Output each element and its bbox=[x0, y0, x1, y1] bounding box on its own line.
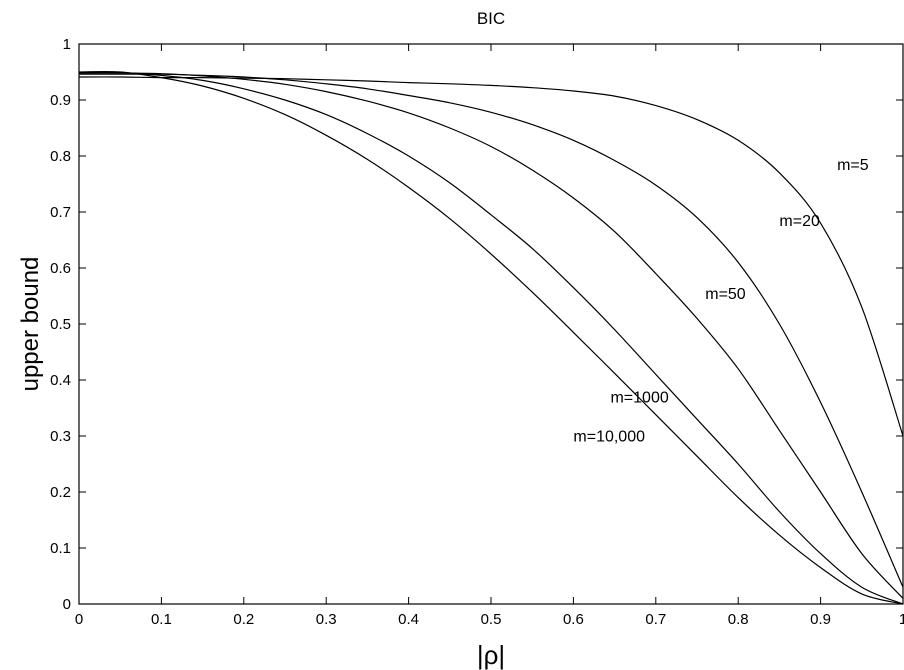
x-tick-label: 0.4 bbox=[398, 611, 419, 628]
y-tick-label: 0.9 bbox=[50, 92, 71, 109]
series-annotation: m=10,000 bbox=[573, 429, 645, 446]
series-annotation: m=20 bbox=[779, 213, 820, 230]
series-annotation: m=5 bbox=[837, 157, 869, 174]
y-axis-label: upper bound bbox=[17, 257, 44, 392]
chart-title: BIC bbox=[477, 9, 505, 28]
y-tick-label: 1 bbox=[63, 36, 71, 53]
series-line bbox=[78, 72, 904, 599]
x-tick-label: 0.1 bbox=[151, 611, 172, 628]
x-tick-label: 0 bbox=[75, 611, 83, 628]
x-tick-label: 0.8 bbox=[728, 611, 749, 628]
y-tick-label: 0.7 bbox=[50, 204, 71, 221]
x-tick-label: 0.7 bbox=[645, 611, 666, 628]
series-line bbox=[78, 76, 904, 437]
y-tick-label: 0.4 bbox=[50, 372, 71, 389]
x-axis-label: |ρ| bbox=[477, 640, 505, 670]
annotations-group: m=5 m=20 m=50 m=1000 m=10,000 bbox=[573, 157, 868, 446]
series-line bbox=[78, 71, 904, 605]
x-tick-label: 0.5 bbox=[481, 611, 502, 628]
x-tick-label: 1 bbox=[899, 611, 904, 628]
axes-frame bbox=[78, 43, 904, 605]
x-tick-label: 0.6 bbox=[563, 611, 584, 628]
ticks-group: 0 0.1 0.2 0.3 0.4 0.5 0.6 0.7 0.8 0.9 1 0 0.1 0.2 0.3 0… bbox=[50, 36, 904, 628]
x-tick-label: 0.2 bbox=[233, 611, 254, 628]
y-tick-label: 0.3 bbox=[50, 428, 71, 445]
y-tick-label: 0.1 bbox=[50, 540, 71, 557]
x-tick-label: 0.9 bbox=[810, 611, 831, 628]
y-tick-label: 0.8 bbox=[50, 148, 71, 165]
series-line bbox=[78, 71, 904, 605]
series-line bbox=[79, 73, 904, 588]
y-tick-label: 0.5 bbox=[50, 316, 71, 333]
series-annotation: m=1000 bbox=[610, 389, 668, 406]
series-annotation: m=50 bbox=[705, 286, 746, 303]
curves-group bbox=[78, 71, 904, 605]
y-tick-label: 0 bbox=[63, 596, 71, 613]
y-tick-label: 0.2 bbox=[50, 484, 71, 501]
x-tick-label: 0.3 bbox=[316, 611, 337, 628]
y-tick-label: 0.6 bbox=[50, 260, 71, 277]
